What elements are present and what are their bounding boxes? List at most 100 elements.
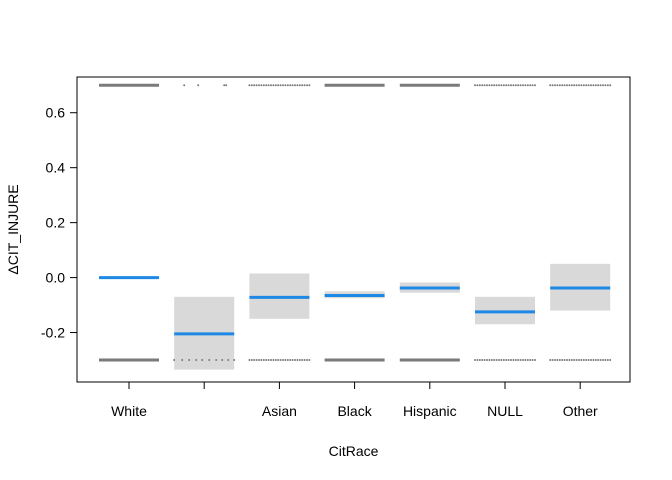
rug-point — [303, 359, 306, 362]
rug-point — [476, 359, 479, 362]
rug-point — [284, 84, 287, 87]
rug-point — [208, 359, 211, 362]
rug-point — [606, 84, 609, 87]
rug-point — [510, 359, 512, 362]
rug-point — [495, 84, 498, 87]
rug-point — [507, 84, 510, 87]
rug-point — [267, 84, 270, 87]
y-tick-label: 0.0 — [46, 270, 66, 286]
estimate-lines — [99, 276, 611, 336]
rug-point — [563, 84, 566, 87]
rug-point — [282, 84, 284, 87]
rug-point — [262, 359, 265, 362]
rug-point — [301, 84, 304, 87]
rug-point — [594, 84, 597, 87]
rug-point — [277, 84, 280, 87]
rug-point — [493, 359, 496, 362]
rug-point — [250, 359, 253, 362]
rug-point — [306, 359, 308, 362]
rug-point — [534, 359, 536, 362]
rug-point — [173, 359, 176, 362]
rug-point — [556, 84, 559, 87]
rug-point — [490, 84, 493, 87]
x-tick-label: Other — [563, 403, 598, 419]
rug-point — [599, 359, 602, 362]
rug-point — [512, 359, 515, 362]
y-axis-label: ΔCIT_INJURE — [5, 184, 21, 274]
rug-point — [274, 84, 277, 87]
rug-point — [301, 359, 304, 362]
rug-point — [514, 84, 517, 87]
rug-point — [590, 359, 592, 362]
rug-point — [255, 84, 258, 87]
rug-point — [570, 84, 573, 87]
rug-point — [486, 84, 488, 87]
rug-point — [609, 84, 612, 87]
rug-point — [233, 359, 236, 362]
rug-point — [294, 359, 296, 362]
rug-point — [587, 84, 590, 87]
rug-point — [225, 84, 228, 87]
rug-point — [580, 359, 583, 362]
rug-point — [265, 84, 268, 87]
rug-point — [478, 84, 481, 87]
y-tick-label: 0.4 — [46, 160, 66, 176]
rug-point — [279, 359, 282, 362]
rug-point — [514, 359, 517, 362]
rug-point — [604, 84, 607, 87]
rug-point — [568, 84, 571, 87]
rug-point — [556, 359, 559, 362]
rug-point — [298, 359, 301, 362]
rug-point — [289, 359, 292, 362]
rug-point — [303, 84, 306, 87]
rug-point — [602, 84, 604, 87]
rug-point — [286, 359, 289, 362]
rug-point — [563, 359, 566, 362]
x-tick-label: Black — [337, 403, 372, 419]
rug-point — [262, 84, 265, 87]
rug-point — [483, 359, 486, 362]
rug-point — [250, 84, 253, 87]
rug-point — [517, 359, 520, 362]
rug-point — [498, 84, 500, 87]
rug-point — [561, 359, 564, 362]
rug-point — [551, 84, 554, 87]
rug-point — [575, 359, 578, 362]
y-axis: -0.2 0.0 0.2 0.4 0.6 — [41, 105, 77, 341]
rug-point — [597, 359, 600, 362]
rug-point — [188, 359, 191, 362]
rug-point — [522, 84, 524, 87]
rug-point — [590, 84, 592, 87]
plot-frame — [76, 76, 631, 383]
rug-point — [500, 359, 503, 362]
rug-point — [493, 84, 496, 87]
rug-point — [606, 359, 609, 362]
rug-point — [507, 359, 510, 362]
rug-point — [486, 359, 488, 362]
rug-point — [585, 359, 588, 362]
rug-point — [578, 84, 580, 87]
rug-point — [267, 359, 270, 362]
ci-bands — [174, 263, 611, 370]
rug-point — [558, 359, 561, 362]
rug-point — [474, 359, 476, 362]
rug-point — [223, 84, 226, 87]
rug-point — [573, 84, 576, 87]
x-tick-label: White — [111, 403, 147, 419]
rug-point — [221, 359, 224, 362]
rug-point — [566, 84, 568, 87]
x-axis: White Asian Black Hispanic NULL Other — [111, 382, 598, 419]
x-tick-label: Asian — [262, 403, 297, 419]
rug-point — [575, 84, 578, 87]
rug-point — [519, 359, 522, 362]
rug-point — [582, 84, 585, 87]
rug-point — [488, 359, 491, 362]
rug-point — [270, 84, 272, 87]
rug-point — [274, 359, 277, 362]
rug-point — [284, 359, 287, 362]
rug-point — [308, 84, 311, 87]
rug-point — [476, 84, 479, 87]
rug-point — [512, 84, 515, 87]
rug-point — [570, 359, 573, 362]
